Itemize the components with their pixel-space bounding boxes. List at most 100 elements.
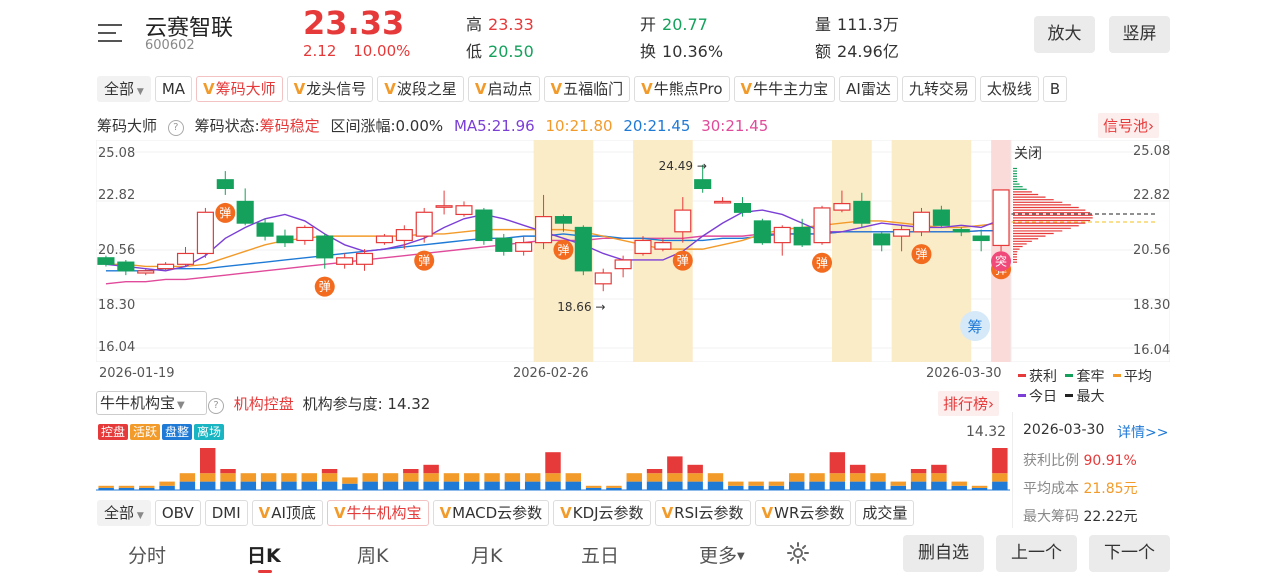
breakout-signal-icon[interactable]: 突 [991, 251, 1012, 272]
portrait-button[interactable]: 竖屏 [1109, 16, 1170, 53]
indicator-tab-1[interactable]: MA [154, 76, 193, 102]
volume-value: 111.3万 [837, 15, 899, 34]
candle [176, 246, 195, 267]
rank-link[interactable]: 排行榜› [938, 391, 1000, 416]
candle [813, 205, 831, 245]
indicator-tab-12[interactable]: B [1042, 76, 1068, 102]
candle [117, 259, 135, 276]
bounce-signal-icon[interactable]: 弹 [672, 250, 693, 271]
bounce-signal-icon[interactable]: 弹 [553, 239, 574, 260]
candle [355, 249, 374, 271]
tab-five-day[interactable]: 五日 [581, 545, 620, 567]
chip-badge-circle [960, 311, 991, 341]
sub-tab-3[interactable]: VAI顶底 [251, 500, 323, 526]
ma30-value: 30:21.45 [701, 117, 769, 135]
menu-icon[interactable] [98, 22, 122, 44]
tab-weekly-k[interactable]: 周K [357, 545, 389, 567]
sub-indicator-select[interactable]: 牛牛机构宝 ▼ [96, 391, 207, 415]
candle [415, 207, 433, 243]
candle-body [117, 261, 135, 272]
help-icon[interactable]: ? [208, 398, 224, 414]
sub-bar-segment [789, 473, 805, 482]
sub-tab-9[interactable]: 成交量 [855, 500, 915, 526]
sub-tab-0[interactable]: 全部 ▼ [97, 500, 151, 526]
sub-bar-segment [362, 481, 378, 490]
candle-body [375, 235, 393, 244]
remove-watchlist-button[interactable]: 删自选 [903, 535, 984, 572]
sub-tab-8[interactable]: VWR云参数 [754, 500, 852, 526]
prev-stock-button[interactable]: 上一个 [996, 535, 1077, 572]
bounce-signal-label: 弹 [816, 256, 828, 270]
next-stock-button[interactable]: 下一个 [1089, 535, 1170, 572]
sub-tab-4[interactable]: V牛牛机构宝 [326, 500, 429, 526]
tab-intraday[interactable]: 分时 [128, 545, 167, 567]
sub-bar-segment [910, 469, 927, 474]
sub-bar-segment [179, 481, 196, 490]
sub-bar-segment [606, 485, 622, 488]
sub-tab-2[interactable]: DMI [204, 500, 248, 526]
candle [137, 268, 155, 276]
indicator-tab-9[interactable]: AI雷达 [839, 76, 898, 102]
detail-link[interactable]: 详情>> [1117, 425, 1169, 441]
y-tick-right: 22.82 [1133, 188, 1171, 203]
candle [495, 233, 513, 256]
sub-tab-6[interactable]: VKDJ云参数 [553, 500, 651, 526]
institution-bar-chart[interactable] [96, 440, 1010, 492]
zoom-button[interactable]: 放大 [1034, 16, 1095, 53]
gear-icon[interactable] [786, 541, 810, 569]
bounce-signal-icon[interactable]: 弹 [812, 252, 833, 273]
signal-highlight-band [891, 140, 972, 362]
indicator-tab-4[interactable]: V波段之星 [377, 76, 464, 102]
candle [316, 233, 334, 269]
bounce-signal-icon[interactable]: 弹 [911, 244, 932, 265]
sub-bar-segment [910, 473, 927, 482]
ma20-value: 20:21.45 [623, 117, 691, 135]
chip-badge-icon[interactable]: 筹 [960, 311, 991, 341]
sub-bar-segment [748, 481, 764, 486]
ma10-value: 10:21.80 [545, 117, 613, 135]
indicator-tab-2[interactable]: V筹码大师 [196, 76, 283, 102]
sub-tab-5[interactable]: VMACD云参数 [432, 500, 550, 526]
sub-bar-segment [159, 481, 175, 486]
indicator-tab-3[interactable]: V龙头信号 [286, 76, 374, 102]
indicator-tab-0[interactable]: 全部 ▼ [97, 76, 151, 102]
sub-bar-segment [768, 481, 785, 486]
max-price-annotation: 24.49 → [659, 159, 707, 173]
kline-chart[interactable]: 24.49 →18.66 →弹弹弹弹弹弹弹弹突筹 [96, 140, 1170, 362]
candle-body [495, 237, 513, 252]
bounce-signal-circle [414, 250, 435, 271]
bounce-signal-label: 弹 [915, 247, 927, 261]
indicator-tab-7[interactable]: V牛熊点Pro [634, 76, 730, 102]
candle-body [97, 257, 115, 265]
candle [256, 218, 274, 241]
tab-monthly-k[interactable]: 月K [471, 545, 503, 567]
sub-bar-segment [545, 452, 561, 474]
tab-daily-k[interactable]: 日K [247, 545, 281, 567]
bounce-signal-icon[interactable]: 弹 [314, 276, 335, 297]
candle [157, 262, 175, 271]
sub-tab-7[interactable]: VRSI云参数 [654, 500, 751, 526]
indicator-tab-8[interactable]: V牛牛主力宝 [733, 76, 836, 102]
help-icon[interactable]: ? [167, 120, 184, 136]
sub-bar-segment [585, 485, 602, 488]
candle [952, 227, 970, 237]
indicator-tab-5[interactable]: V启动点 [467, 76, 540, 102]
breakout-signal-label: 突 [995, 253, 1007, 268]
v-mark-icon: V [761, 504, 774, 522]
tab-more[interactable]: 更多▼ [699, 545, 745, 567]
active-tab-indicator [258, 570, 272, 573]
close-chip-button[interactable]: 关闭 [1014, 146, 1042, 162]
candle [455, 201, 473, 217]
indicator-tab-10[interactable]: 九转交易 [901, 76, 976, 102]
sub-bar-segment [281, 473, 297, 482]
indicator-tab-11[interactable]: 太极线 [979, 76, 1039, 102]
v-mark-icon: V [550, 80, 563, 98]
bounce-signal-icon[interactable]: 弹 [215, 202, 236, 223]
chevron-right-icon: › [1148, 117, 1155, 135]
sub-tab-1[interactable]: OBV [154, 500, 201, 526]
sub-bar-segment [667, 481, 683, 490]
indicator-tab-6[interactable]: V五福临门 [543, 76, 631, 102]
bounce-signal-icon[interactable]: 弹 [414, 250, 435, 271]
signal-pool-link[interactable]: 信号池› [1098, 113, 1160, 138]
y-tick-left: 20.56 [98, 243, 136, 258]
